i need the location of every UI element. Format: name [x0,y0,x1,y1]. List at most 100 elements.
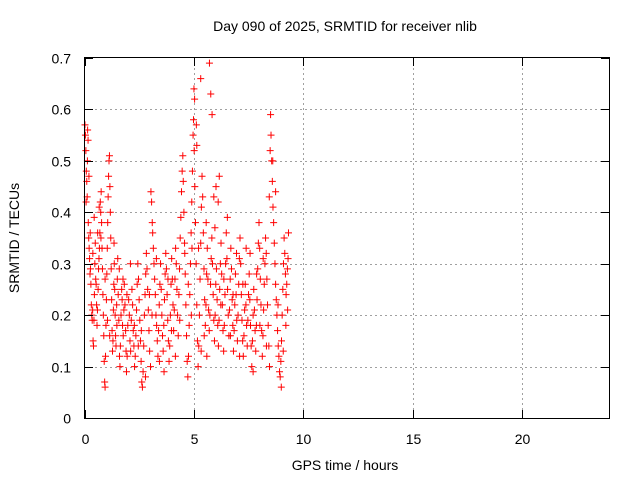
data-point [236,234,244,242]
data-point [91,239,99,247]
data-point [104,219,112,227]
data-point [113,321,121,329]
data-point [244,316,252,324]
data-point [160,296,168,304]
data-point [222,260,230,268]
data-point [264,321,272,329]
data-point [253,296,261,304]
data-point [120,306,128,314]
data-point [200,332,208,340]
data-point [150,260,158,268]
data-point [265,363,273,371]
chart-title: Day 090 of 2025, SRMTID for receiver nli… [213,18,477,34]
data-point [100,332,108,340]
data-point [271,260,279,268]
data-point [159,347,167,355]
data-point [272,188,280,196]
data-point [124,321,132,329]
data-point [81,131,89,139]
data-point [153,337,161,345]
axis-ticks [85,58,609,419]
data-point [109,347,117,355]
data-point [274,342,282,350]
data-point [90,316,98,324]
data-point [157,285,165,293]
data-point [122,327,130,335]
data-point [217,301,225,309]
y-tick-label: 0.6 [52,102,72,118]
data-point [188,244,196,252]
data-point [126,260,134,268]
data-point [204,275,212,283]
data-point [144,306,152,314]
data-point [148,219,156,227]
data-point [247,342,255,350]
data-point [254,265,262,273]
data-point [121,301,129,309]
data-point [195,244,203,252]
data-point [203,270,211,278]
data-point [125,296,133,304]
data-point [162,265,170,273]
data-point [167,280,175,288]
data-point [254,239,262,247]
y-tick-label: 0 [63,411,71,427]
data-point [256,275,264,283]
plot-frame [84,57,610,419]
data-point [134,342,142,350]
data-point [149,244,157,252]
data-point [93,301,101,309]
data-point [107,234,115,242]
data-point [240,332,248,340]
data-point [93,306,101,314]
data-point [218,270,226,278]
data-point [189,131,197,139]
data-point [212,265,220,273]
data-point [188,198,196,206]
data-point [116,342,124,350]
data-point [255,219,263,227]
data-point [94,229,102,237]
data-point [116,363,124,371]
data-point [175,291,183,299]
data-point [187,311,195,319]
data-point [133,306,141,314]
data-point [84,136,92,144]
y-tick-label: 0.5 [52,154,72,170]
y-tick-label: 0.4 [52,205,72,221]
data-point [137,327,145,335]
data-point [242,244,250,252]
data-point [251,327,259,335]
data-point [149,229,157,237]
data-point [123,291,131,299]
data-point [162,249,170,257]
data-point [111,285,119,293]
data-point [220,275,228,283]
data-point [203,244,211,252]
data-point [229,291,237,299]
y-tick-label: 0.7 [52,51,72,67]
data-point [265,193,273,201]
data-point [284,255,292,263]
data-point [201,321,209,329]
data-point [188,167,196,175]
data-point [113,301,121,309]
data-point [214,321,222,329]
data-point [214,342,222,350]
data-point [164,275,172,283]
data-point [151,275,159,283]
y-tick-label: 0.2 [52,308,72,324]
data-point [223,213,231,221]
data-point [195,342,203,350]
data-point [84,126,92,134]
data-point [148,198,156,206]
data-point [109,337,117,345]
data-point [260,280,268,288]
data-point [245,291,253,299]
data-point [180,208,188,216]
data-point [205,59,213,67]
data-point [284,229,292,237]
data-point [237,260,245,268]
data-point [97,188,105,196]
